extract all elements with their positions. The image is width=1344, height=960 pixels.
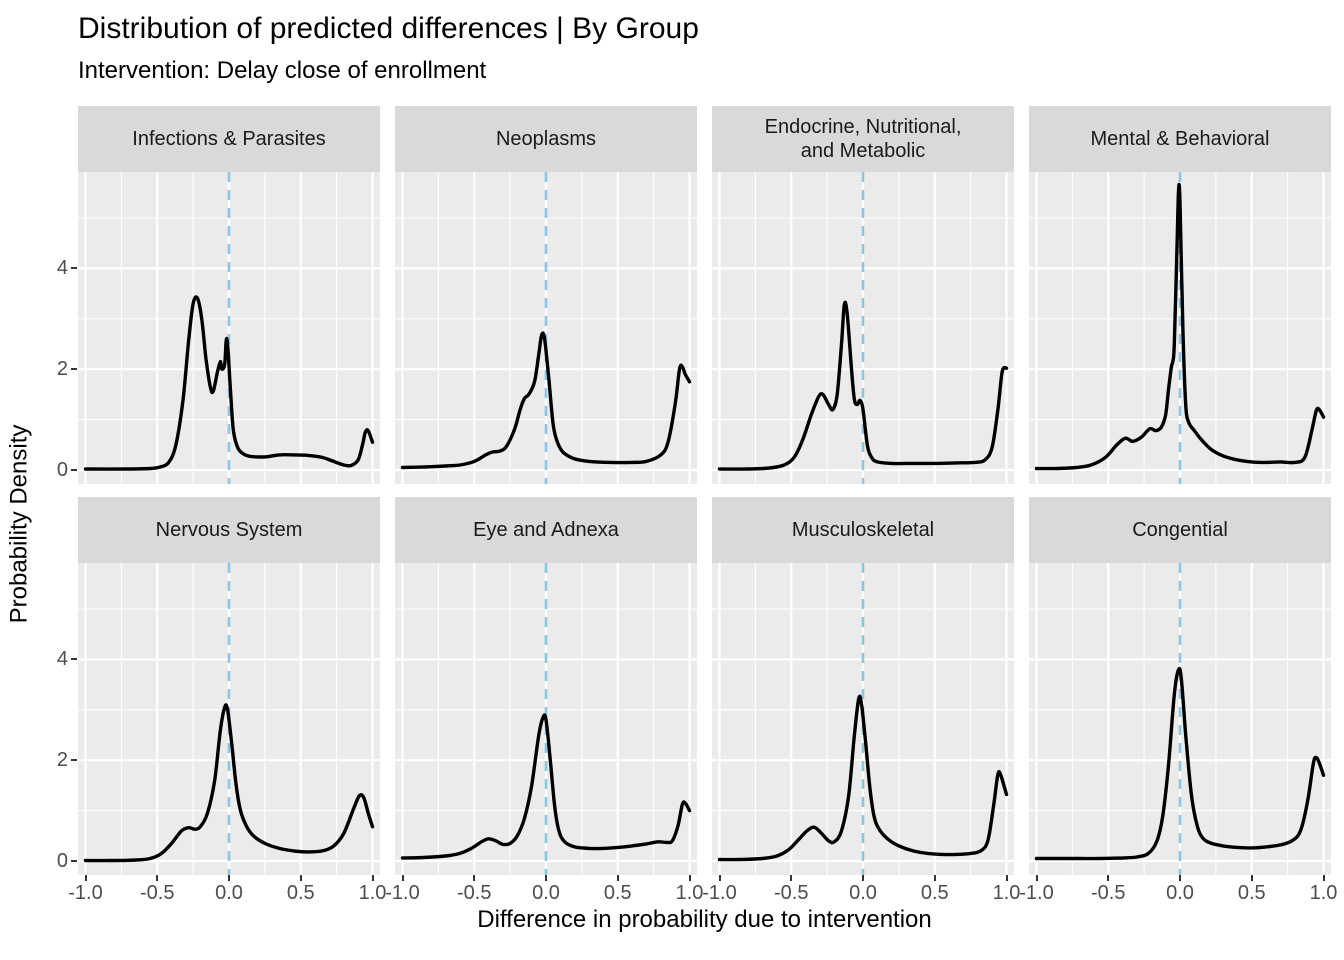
facet-panel xyxy=(395,563,697,875)
x-tick-mark xyxy=(228,875,230,881)
x-tick-mark xyxy=(1035,875,1038,881)
page-subtitle: Intervention: Delay close of enrollment xyxy=(78,57,487,84)
facet-strip: Neoplasms xyxy=(395,106,697,172)
density-plot-svg xyxy=(712,563,1014,875)
facet-strip: Congential xyxy=(1029,497,1331,563)
y-tick-label: 4 xyxy=(56,648,68,671)
x-tick-mark xyxy=(1005,875,1008,881)
facet-panel xyxy=(712,563,1014,875)
y-tick-label: 0 xyxy=(56,459,68,481)
facet-strip-label: Endocrine, Nutritional, and Metabolic xyxy=(764,116,962,162)
page-title: Distribution of predicted differences | … xyxy=(78,12,699,45)
y-tick-label: 4 xyxy=(56,257,68,280)
density-plot-svg xyxy=(78,172,380,484)
x-tick-label: -0.5 xyxy=(1091,882,1126,904)
x-tick-label: 0.0 xyxy=(532,882,560,904)
x-tick-label: 1.0 xyxy=(992,882,1021,904)
x-tick-label: 0.0 xyxy=(849,882,877,904)
facet-panel xyxy=(1029,563,1331,875)
x-tick-mark xyxy=(1250,875,1253,881)
x-tick-label: 0.5 xyxy=(920,882,949,904)
facet-strip: Endocrine, Nutritional, and Metabolic xyxy=(712,106,1014,172)
x-tick-mark xyxy=(545,875,547,881)
y-tick-mark xyxy=(71,860,77,862)
y-tick-label: 0 xyxy=(56,850,68,872)
facet-strip: Infections & Parasites xyxy=(78,106,380,172)
x-tick-mark xyxy=(473,875,476,881)
density-plot-svg xyxy=(1029,172,1331,484)
density-plot-svg xyxy=(395,172,697,484)
x-tick-label: -1.0 xyxy=(68,882,103,904)
x-tick-label: 1.0 xyxy=(675,882,704,904)
facet-strip-label: Musculoskeletal xyxy=(791,519,935,541)
facet-strip: Nervous System xyxy=(78,497,380,563)
facet-panel xyxy=(395,172,697,484)
x-tick-mark xyxy=(1179,875,1181,881)
facet-panel xyxy=(1029,172,1331,484)
facet-panel xyxy=(78,563,380,875)
y-tick-mark xyxy=(71,759,77,762)
x-tick-mark xyxy=(688,875,691,881)
density-curve xyxy=(400,331,692,470)
x-tick-label: 0.5 xyxy=(1237,882,1266,904)
x-tick-label: 0.0 xyxy=(215,882,243,904)
density-plot-svg xyxy=(78,563,380,875)
x-tick-label: -1.0 xyxy=(1019,882,1054,904)
y-tick-mark xyxy=(71,658,77,661)
x-tick-label: -0.5 xyxy=(140,882,175,904)
density-curve xyxy=(83,703,375,863)
facet-strip-label: Nervous System xyxy=(155,519,303,541)
y-tick-mark xyxy=(71,368,77,371)
x-tick-mark xyxy=(156,875,159,881)
facet-strip-label: Mental & Behavioral xyxy=(1090,128,1270,150)
density-curve xyxy=(400,713,692,860)
y-tick-label: 2 xyxy=(56,749,68,772)
x-tick-mark xyxy=(299,875,302,881)
density-curve xyxy=(717,694,1009,862)
x-tick-label: -0.5 xyxy=(457,882,492,904)
y-axis-title-text: Probability Density xyxy=(5,424,32,623)
facet-strip: Mental & Behavioral xyxy=(1029,106,1331,172)
y-tick-label: 2 xyxy=(56,358,68,381)
x-tick-label: 0.5 xyxy=(603,882,632,904)
facet-panel xyxy=(78,172,380,484)
x-tick-mark xyxy=(1107,875,1110,881)
density-plot-svg xyxy=(395,563,697,875)
facet-strip-label: Congential xyxy=(1132,519,1228,541)
x-tick-label: 0.5 xyxy=(286,882,315,904)
facet-strip: Eye and Adnexa xyxy=(395,497,697,563)
x-tick-mark xyxy=(84,875,87,881)
x-tick-label: -1.0 xyxy=(385,882,420,904)
x-tick-label: -1.0 xyxy=(702,882,737,904)
facet-strip: Musculoskeletal xyxy=(712,497,1014,563)
density-curve xyxy=(83,295,375,471)
facet-strip-label: Eye and Adnexa xyxy=(473,519,619,541)
density-plot-svg xyxy=(712,172,1014,484)
x-tick-mark xyxy=(616,875,619,881)
x-tick-label: 0.0 xyxy=(1166,882,1194,904)
x-tick-mark xyxy=(401,875,404,881)
x-tick-mark xyxy=(862,875,864,881)
y-tick-mark xyxy=(71,267,77,270)
x-tick-mark xyxy=(790,875,793,881)
x-tick-label: 1.0 xyxy=(1309,882,1338,904)
density-curve xyxy=(1034,666,1326,861)
facet-panel xyxy=(712,172,1014,484)
x-tick-label: 1.0 xyxy=(358,882,387,904)
density-plot-svg xyxy=(1029,563,1331,875)
x-tick-label: -0.5 xyxy=(774,882,809,904)
facet-strip-label: Infections & Parasites xyxy=(132,128,326,150)
x-tick-mark xyxy=(1322,875,1325,881)
density-curve xyxy=(1034,182,1326,471)
x-tick-mark xyxy=(933,875,936,881)
density-curve xyxy=(717,300,1009,471)
facet-strip-label: Neoplasms xyxy=(495,128,597,150)
x-tick-mark xyxy=(371,875,374,881)
x-tick-mark xyxy=(718,875,721,881)
y-tick-mark xyxy=(71,469,77,471)
x-axis-title: Difference in probability due to interve… xyxy=(477,906,932,933)
